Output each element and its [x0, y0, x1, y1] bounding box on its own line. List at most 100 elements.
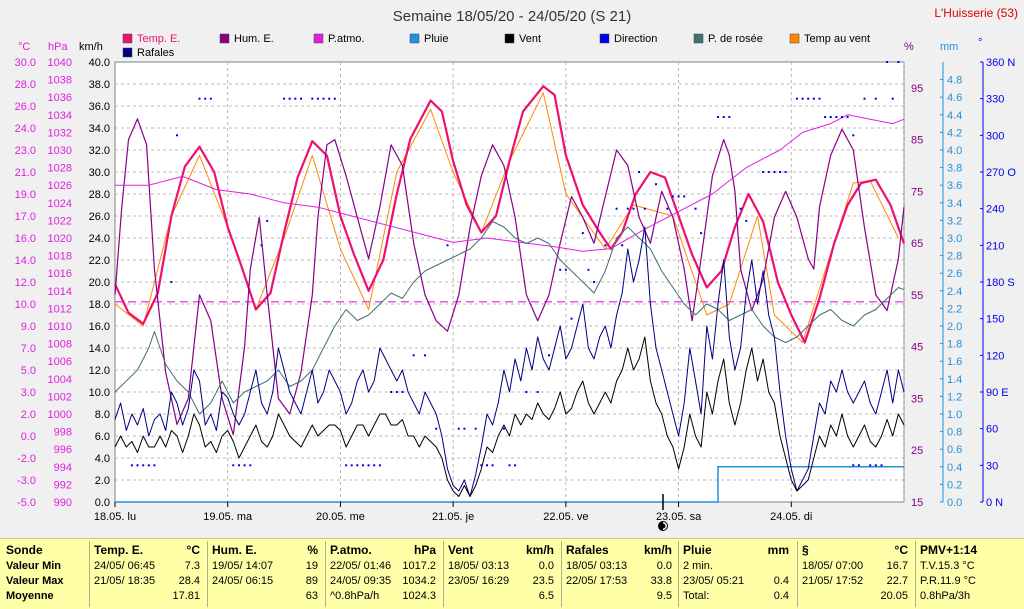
- legend-swatch: [219, 33, 230, 44]
- direction-dot: [508, 464, 511, 467]
- press-unit-label: hPa: [48, 41, 68, 53]
- stats-cell-label: 21/05/ 18:35: [94, 575, 156, 587]
- stats-header: Temp. E. °C: [94, 543, 200, 557]
- direction-dot: [874, 97, 877, 100]
- dir-tick-label: 270 O: [986, 167, 1016, 179]
- legend-swatch: [789, 33, 800, 44]
- rain-tick-label: 2.2: [947, 303, 962, 315]
- legend: Temp. E. Hum. E. P.atmo. Pluie Vent Direction…: [122, 33, 870, 59]
- stats-cell-label: 0.8hPa/3h: [920, 590, 971, 602]
- stats-cell-value: 9.5: [656, 590, 672, 602]
- direction-dot: [666, 207, 669, 210]
- direction-dot: [852, 134, 855, 137]
- direction-dot: [874, 464, 877, 467]
- grid: [115, 62, 905, 502]
- direction-dot: [536, 391, 539, 393]
- press-tick-label: 998: [54, 427, 72, 439]
- press-tick-label: 1020: [48, 233, 72, 245]
- series-line-Patmo: [115, 114, 905, 252]
- direction-dot: [615, 207, 618, 210]
- temp-tick-label: 3.0: [21, 387, 36, 399]
- temp-unit-label: °C: [18, 41, 30, 53]
- stats-row: 21/05/ 17:52 22.7: [802, 575, 908, 589]
- stats-header-label: §: [802, 543, 809, 557]
- press-tick-label: 1028: [48, 163, 72, 175]
- x-tick-label: 18.05. lu: [94, 511, 136, 523]
- stats-cell-value: 0.0: [656, 560, 672, 572]
- direction-dot: [136, 464, 139, 467]
- stats-row: 24/05/ 06:15 89: [212, 575, 318, 589]
- direction-dot: [801, 97, 804, 100]
- rain-tick-label: 0.6: [947, 444, 962, 456]
- stats-cell-value: 1024.3: [402, 590, 436, 602]
- press-tick-label: 1040: [48, 57, 72, 69]
- direction-dot: [147, 464, 150, 467]
- stats-header-unit: hPa: [413, 543, 436, 557]
- stats-cell-label: 2 min.: [683, 560, 713, 572]
- wind-tick-label: 14.0: [89, 343, 110, 355]
- direction-dot: [446, 244, 449, 247]
- direction-dot: [502, 427, 505, 430]
- stats-row: Moyenne: [6, 590, 84, 604]
- rain-tick-label: 3.6: [947, 180, 962, 192]
- direction-dot: [722, 116, 725, 118]
- stats-cell-value: 6.5: [538, 590, 554, 602]
- direction-dot: [671, 195, 674, 198]
- direction-dot: [153, 464, 156, 467]
- stats-row: 18/05/ 03:13 0.0: [566, 560, 672, 574]
- rain-unit-label: mm: [940, 41, 958, 53]
- stats-separator: [797, 541, 798, 607]
- stats-cell-value: 63: [305, 590, 318, 602]
- stats-row: Total: 0.4: [683, 590, 789, 604]
- direction-dot: [784, 171, 787, 173]
- stats-row: T.V.15.3 °C: [920, 560, 1018, 574]
- press-tick-label: 992: [54, 479, 72, 491]
- rain-tick-label: 1.6: [947, 356, 962, 368]
- stats-row: ^0.8hPa/h 1024.3: [330, 590, 436, 604]
- stats-header: P.atmo. hPa: [330, 543, 436, 557]
- wind-tick-label: 4.0: [95, 453, 110, 465]
- rain-tick-label: 1.0: [947, 409, 962, 421]
- legend-swatch: [409, 33, 420, 44]
- direction-dot: [243, 464, 246, 467]
- x-tick-label: 19.05. ma: [203, 511, 253, 523]
- direction-dot: [818, 97, 821, 100]
- wind-tick-label: 10.0: [89, 387, 110, 399]
- legend-swatch: [122, 47, 133, 58]
- stats-header-label: Hum. E.: [212, 543, 257, 557]
- stats-row: 0.8hPa/3h: [920, 590, 1018, 604]
- direction-dot: [807, 97, 810, 100]
- wind-tick-label: 12.0: [89, 365, 110, 377]
- wind-tick-label: 28.0: [89, 189, 110, 201]
- weather-chart: Semaine 18/05/20 - 24/05/20 (S 21) L'Hui…: [14, 6, 1019, 531]
- direction-dot: [852, 464, 855, 467]
- stats-row: 6.5: [448, 590, 554, 604]
- temp-tick-label: 21.0: [15, 167, 36, 179]
- direction-dot: [142, 464, 145, 467]
- dir-tick-label: 150: [986, 314, 1004, 326]
- dir-tick-label: 360 N: [986, 57, 1015, 69]
- direction-dot: [767, 171, 770, 173]
- direction-dot: [683, 195, 686, 198]
- direction-dot: [700, 232, 703, 235]
- stats-cell-label: T.V.15.3 °C: [920, 560, 975, 572]
- legend-label: Vent: [519, 33, 541, 45]
- stats-cell-label: 18/05/ 03:13: [448, 560, 510, 572]
- direction-dot: [548, 354, 550, 357]
- direction-dot: [587, 268, 590, 271]
- direction-dot: [762, 171, 765, 173]
- hum-tick-label: 45: [911, 342, 923, 354]
- hum-unit-label: %: [904, 41, 914, 53]
- direction-dot: [835, 116, 838, 118]
- stats-cell-label: 24/05/ 09:35: [330, 575, 392, 587]
- stats-row: 19/05/ 14:07 19: [212, 560, 318, 574]
- legend-swatch: [313, 33, 324, 44]
- press-tick-label: 1014: [48, 286, 72, 298]
- stats-cell-label: Moyenne: [6, 590, 54, 602]
- stats-cell-label: 24/05/ 06:15: [212, 575, 274, 587]
- stats-row: 2 min.: [683, 560, 789, 574]
- stats-cell-value: 23.5: [532, 575, 554, 587]
- direction-dot: [367, 464, 370, 467]
- stats-table: Sonde Valeur Min Valeur Max Moyenne Temp. E.…: [0, 538, 1024, 609]
- direction-dot: [260, 244, 263, 247]
